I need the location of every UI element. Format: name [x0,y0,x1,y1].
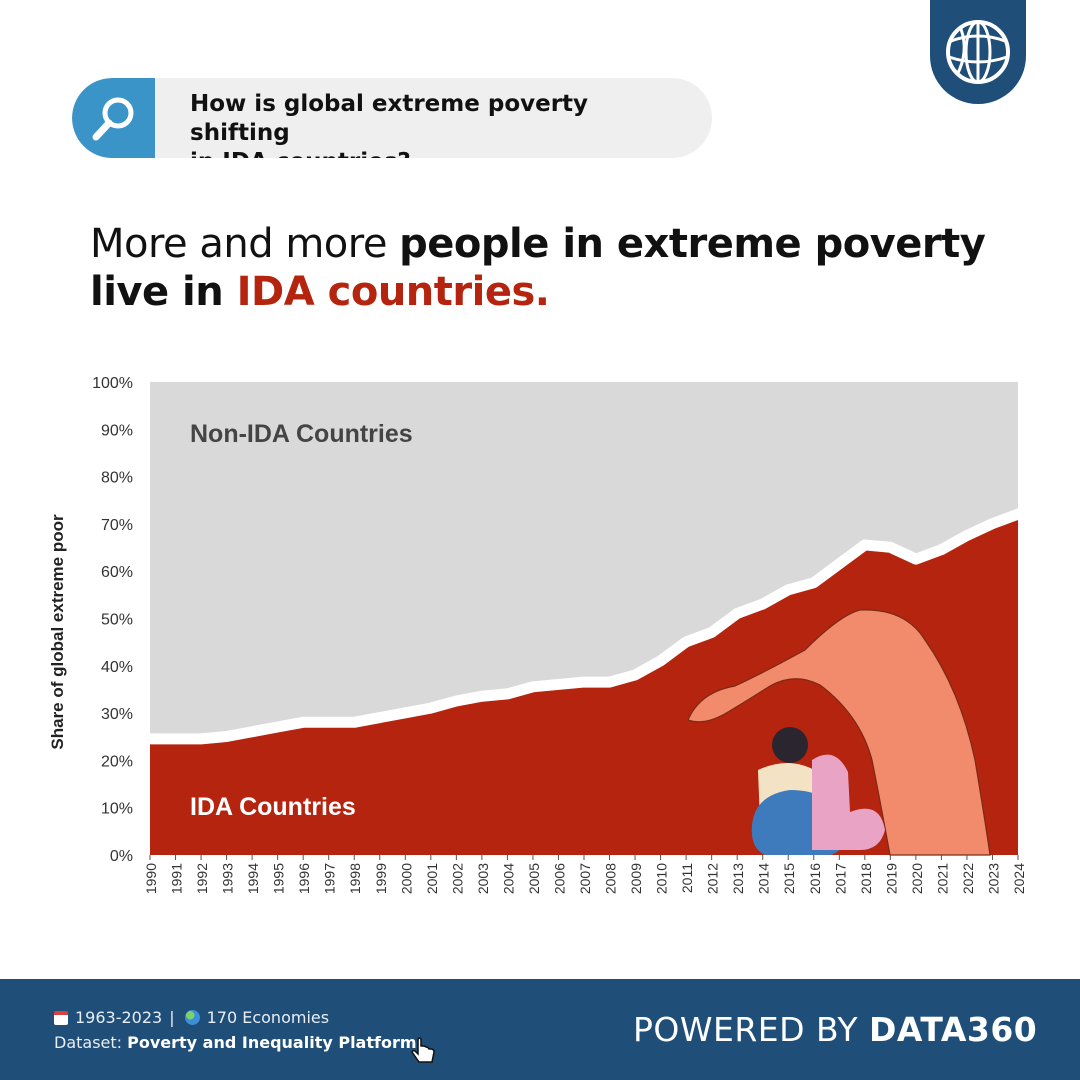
powered-prefix: POWERED BY [633,1010,859,1049]
x-tick-label: 2021 [934,863,950,894]
headline-text-4: IDA countries [236,269,536,315]
y-axis-label: Share of global extreme poor [48,514,67,750]
x-tick-label: 2013 [730,863,746,894]
question-line-1: How is global extreme poverty shifting [190,91,589,146]
y-tick-label: 70% [101,517,133,534]
y-tick-label: 40% [101,659,133,676]
x-tick-label: 2005 [526,863,542,894]
x-tick-label: 2010 [654,863,670,894]
x-tick-label: 2007 [577,863,593,894]
series-label-non-ida: Non-IDA Countries [190,420,413,448]
separator: | [169,1008,175,1027]
y-tick-label: 90% [101,422,133,439]
period-text: 1963-2023 [75,1008,163,1027]
powered-brand: DATA360 [869,1010,1038,1049]
x-tick-label: 1992 [194,863,210,894]
x-tick-label: 2004 [500,863,516,894]
globe-icon [184,1010,200,1025]
x-tick-label: 2024 [1011,863,1027,894]
calendar-icon [54,1010,68,1025]
headline: More and more people in extreme poverty … [90,220,1010,316]
x-tick-label: 1991 [169,863,185,894]
y-tick-label: 100% [92,375,133,392]
hand-illustration [687,609,991,856]
x-tick-label: 2019 [883,863,899,894]
y-tick-label: 80% [101,470,133,487]
globe-logo-icon [946,20,1010,84]
hand-pointer-icon [411,1037,435,1063]
trend-line [150,505,1029,745]
x-tick-label: 2023 [985,863,1001,894]
x-tick-label: 1999 [373,863,389,894]
x-tick-label: 1996 [296,863,312,894]
x-tick-label: 2008 [603,863,619,894]
x-tick-label: 2017 [832,863,848,894]
world-bank-logo [930,0,1026,104]
figure-head-illustration [772,727,808,763]
question-banner: How is global extreme poverty shifting i… [72,78,712,158]
x-tick-label: 2000 [398,863,414,894]
economies-text: 170 Economies [206,1008,330,1027]
trend-arrow-head [1020,489,1054,526]
headline-line-1: More and more people in extreme poverty [90,220,1010,268]
x-tick-label: 2012 [705,863,721,894]
dataset-link[interactable]: Poverty and Inequality Platform [127,1033,417,1052]
x-tick-label: 1995 [271,863,287,894]
x-tick-label: 2014 [756,863,772,894]
y-tick-label: 50% [101,612,133,629]
x-tick-label: 1994 [245,863,261,894]
search-icon-container [72,78,155,158]
x-tick-label: 2011 [679,863,695,893]
headline-line-2: live in IDA countries. [90,268,1010,316]
x-tick-label: 1993 [220,863,236,894]
dataset-info: Dataset: Poverty and Inequality Platform [54,1033,417,1052]
footer: 1963-2023 | 170 Economies Dataset: Pover… [0,979,1080,1080]
x-tick-label: 1990 [143,863,159,894]
headline-text-5: . [534,269,550,315]
second-figure-illustration [812,754,885,850]
area-chart: 0% 10% 20% 30% 40% 50% 60% 70% 80% 90% 100% 1990 199… [48,375,1054,895]
x-tick-label: 2015 [781,863,797,894]
y-tick-label: 10% [101,801,133,818]
y-tick-label: 30% [101,706,133,723]
y-tick-label: 60% [101,564,133,581]
footer-meta: 1963-2023 | 170 Economies [54,1008,329,1027]
x-tick-label: 2003 [475,863,491,894]
series-label-ida: IDA Countries [190,793,356,821]
y-tick-label: 20% [101,753,133,770]
x-tick-label: 2016 [807,863,823,894]
x-tick-label: 2002 [449,863,465,894]
x-tick-label: 1997 [322,863,338,894]
headline-text-1: More and more [90,221,400,267]
x-tick-label: 2018 [858,863,874,894]
x-tick-label: 2006 [551,863,567,894]
headline-text-2: people in extreme poverty [399,221,986,267]
x-tick-label: 2009 [628,863,644,894]
x-tick-label: 2001 [424,863,440,894]
x-tick-label: 2022 [960,863,976,894]
search-icon [92,97,133,141]
headline-text-3: live in [90,269,237,315]
y-tick-label: 0% [110,848,133,865]
x-tick-label: 1998 [347,863,363,894]
question-line-2: in IDA countries? [190,148,690,158]
dataset-label: Dataset: [54,1033,123,1052]
question-text: How is global extreme poverty shifting i… [190,90,690,158]
x-tick-label: 2020 [909,863,925,894]
powered-by: POWERED BY DATA360 [633,1010,1037,1049]
